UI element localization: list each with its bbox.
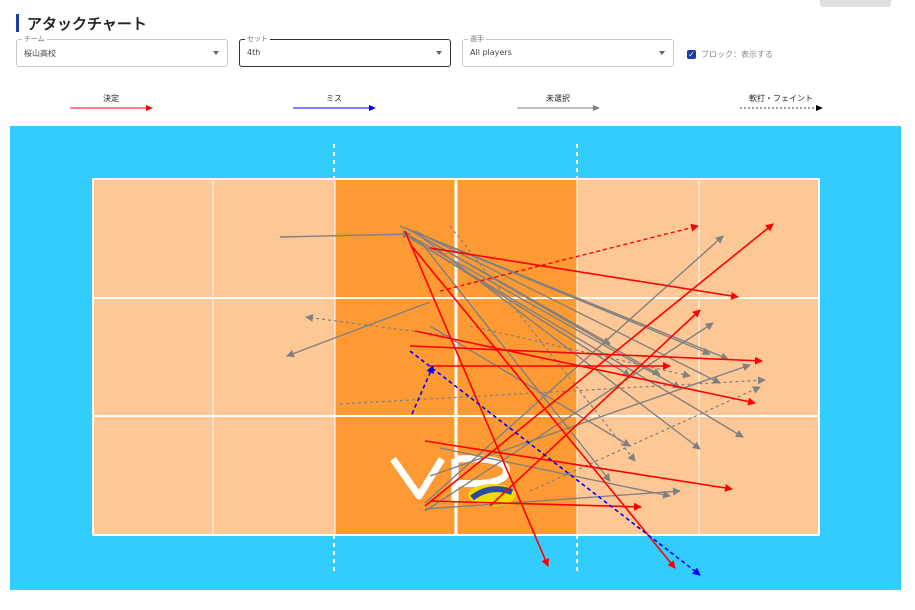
- set-select-value: 4th: [247, 48, 261, 57]
- team-select-value: 桜山高校: [24, 49, 56, 58]
- player-select-label: 選手: [468, 34, 486, 44]
- legend-unselected: 未選択: [513, 93, 603, 112]
- title-accent-bar: [16, 14, 19, 32]
- player-select-value: All players: [470, 48, 512, 57]
- unselected-attacks: [279, 225, 751, 512]
- chevron-down-icon: [436, 51, 442, 55]
- back-zone-left: [93, 179, 335, 535]
- player-select[interactable]: 選手 All players: [462, 34, 674, 67]
- kill-attacks: [404, 223, 774, 569]
- legend-error-arrow: [293, 105, 376, 111]
- set-select[interactable]: セット 4th: [239, 34, 451, 67]
- legend-soft: 軟打・フェイント: [736, 93, 826, 112]
- set-select-label: セット: [245, 34, 270, 44]
- attack-chart-court: [10, 126, 901, 590]
- kill-soft-attack: [439, 223, 699, 292]
- chevron-down-icon: [213, 51, 219, 55]
- block-display-label: ブロック：表示する: [701, 50, 773, 59]
- error-attacks: [409, 350, 701, 576]
- top-right-button[interactable]: [820, 0, 891, 7]
- legend-kill-arrow: [70, 105, 153, 111]
- court-lines: [92, 144, 820, 572]
- team-select-label: チーム: [22, 34, 47, 44]
- legend-soft-label: 軟打・フェイント: [749, 94, 813, 103]
- page-title: アタックチャート: [27, 14, 147, 33]
- court-svg: [92, 144, 820, 576]
- team-select[interactable]: チーム 桜山高校: [16, 34, 228, 67]
- back-zone-right: [577, 179, 819, 535]
- legend-kill: 決定: [66, 93, 156, 112]
- vb-logo-icon: [390, 455, 516, 506]
- legend-unselected-label: 未選択: [546, 94, 570, 103]
- legend-soft-arrow: [740, 105, 823, 111]
- legend-kill-label: 決定: [103, 94, 119, 103]
- legend-unselected-arrow: [517, 105, 600, 111]
- page-header: アタックチャート: [16, 13, 147, 33]
- legend-error: ミス: [289, 93, 379, 112]
- block-display-toggle[interactable]: ✓ ブロック：表示する: [687, 49, 773, 60]
- checkbox-checked-icon[interactable]: ✓: [687, 50, 696, 59]
- chevron-down-icon: [659, 51, 665, 55]
- legend-error-label: ミス: [326, 94, 342, 103]
